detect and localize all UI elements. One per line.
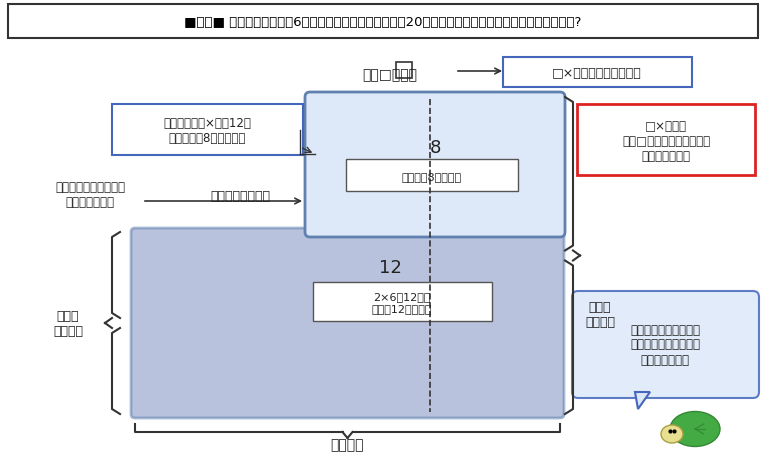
FancyBboxPatch shape bbox=[396, 63, 412, 79]
Ellipse shape bbox=[661, 425, 683, 443]
Text: 2×6＝12より
鶴の足12本の部分: 2×6＝12より 鶴の足12本の部分 bbox=[372, 291, 433, 313]
Polygon shape bbox=[635, 392, 650, 409]
FancyBboxPatch shape bbox=[313, 282, 492, 321]
FancyBboxPatch shape bbox=[346, 160, 518, 191]
Text: ６（匹）: ６（匹） bbox=[331, 437, 364, 451]
Text: 全部鶴だと仮定した図
だよ！図の中を面積と
して考えるよ。: 全部鶴だと仮定した図 だよ！図の中を面積と して考えるよ。 bbox=[630, 323, 700, 366]
Text: 全部鶴だと６×２＝12な
ので、足が8本足りない: 全部鶴だと６×２＝12な ので、足が8本足りない bbox=[163, 117, 251, 145]
FancyBboxPatch shape bbox=[577, 105, 755, 176]
Text: 12: 12 bbox=[379, 258, 401, 276]
FancyBboxPatch shape bbox=[572, 291, 759, 398]
FancyBboxPatch shape bbox=[131, 229, 564, 418]
Text: □×２＝８になればいい: □×２＝８になればいい bbox=[552, 67, 642, 79]
Text: 鶴を亀に１匹変えると
足が２本増える: 鶴を亀に１匹変えると 足が２本増える bbox=[55, 180, 125, 208]
Ellipse shape bbox=[670, 412, 720, 447]
Text: ■問題■ 鶴と亀が合わせて6匹います。足の本数の合計が20本の場合、鶴と亀はそれぞれ何匹いますか?: ■問題■ 鶴と亀が合わせて6匹います。足の本数の合計が20本の場合、鶴と亀はそれ… bbox=[184, 16, 581, 28]
Text: 8: 8 bbox=[430, 139, 441, 157]
FancyBboxPatch shape bbox=[8, 5, 758, 39]
Text: 足りない8本の部分: 足りない8本の部分 bbox=[402, 172, 462, 182]
Text: 亀　□（匹）: 亀 □（匹） bbox=[363, 68, 417, 82]
FancyBboxPatch shape bbox=[112, 105, 303, 156]
Text: ４－２＝２（本）: ４－２＝２（本） bbox=[210, 189, 270, 202]
Text: 亀の足
４（本）: 亀の足 ４（本） bbox=[585, 300, 615, 328]
Text: 鶴の足
２（本）: 鶴の足 ２（本） bbox=[53, 309, 83, 337]
Text: □×２＝８
より□は４で、亀は４匹、
鶴は２匹となる: □×２＝８ より□は４で、亀は４匹、 鶴は２匹となる bbox=[622, 119, 710, 162]
FancyBboxPatch shape bbox=[305, 93, 565, 237]
FancyBboxPatch shape bbox=[503, 58, 692, 88]
